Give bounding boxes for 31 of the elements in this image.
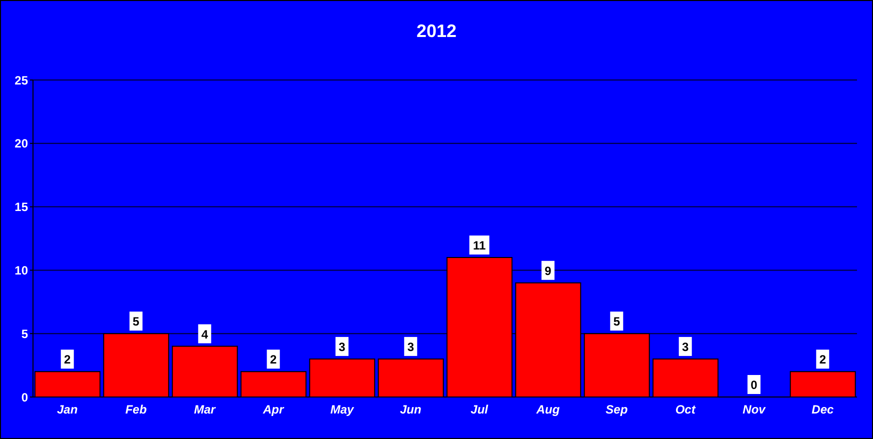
x-tick-label: Jul: [470, 402, 489, 417]
x-tick-label: Jan: [56, 402, 78, 417]
y-tick-label: 15: [14, 200, 28, 214]
y-tick-label: 5: [21, 326, 28, 341]
x-tick-label: Jun: [400, 402, 422, 417]
data-label: 3: [338, 340, 346, 354]
y-tick-label: 0: [21, 390, 28, 404]
y-tick-label: 20: [14, 136, 28, 151]
y-tick-label: 10: [14, 263, 28, 278]
data-label: 11: [472, 238, 486, 253]
x-tick-label: Oct: [675, 402, 696, 417]
x-tick-label: Apr: [262, 402, 285, 417]
data-label: 2: [819, 352, 826, 367]
x-tick-label: Aug: [535, 402, 560, 417]
data-label: 5: [132, 314, 140, 329]
data-label: 3: [682, 340, 689, 354]
x-tick-label: Sep: [606, 402, 628, 417]
data-label: 2: [64, 352, 71, 367]
data-label: 9: [544, 264, 552, 278]
chart-title: 2012: [415, 21, 458, 42]
data-label: 0: [750, 378, 758, 392]
x-tick-label: Feb: [125, 402, 147, 417]
x-tick-label: Nov: [742, 402, 767, 417]
y-tick-label: 25: [14, 73, 28, 88]
data-label: 4: [201, 327, 208, 342]
x-tick-label: Dec: [812, 402, 834, 417]
data-label: 2: [270, 352, 277, 367]
x-tick-label: May: [330, 402, 355, 417]
data-label: 5: [613, 314, 620, 329]
data-label: 3: [407, 340, 414, 354]
x-tick-label: Mar: [194, 402, 217, 417]
